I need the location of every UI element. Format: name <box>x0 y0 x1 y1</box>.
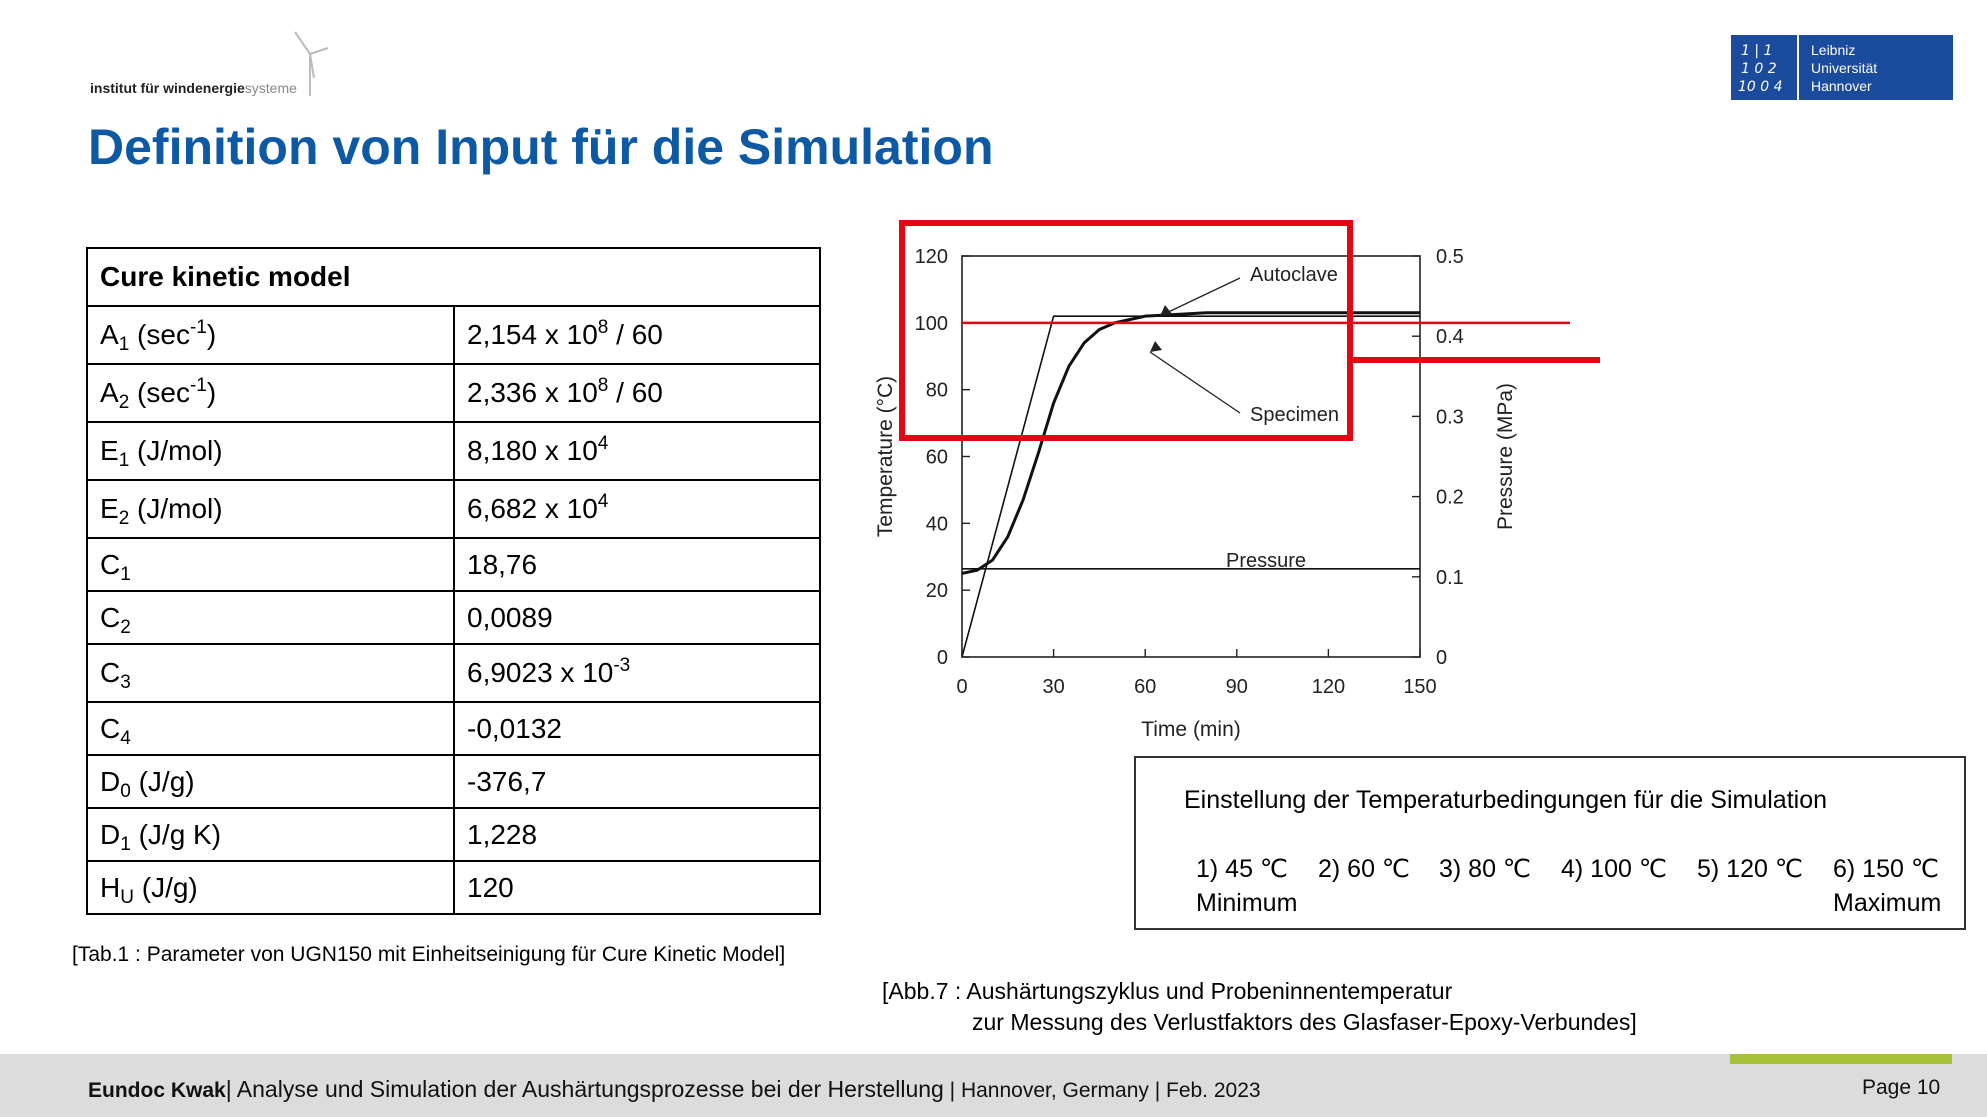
x-tick-label: 60 <box>1134 676 1156 698</box>
y2-tick-label: 0 <box>1436 647 1447 669</box>
arrow-head <box>1160 305 1172 316</box>
y-tick-label: 40 <box>926 513 948 535</box>
option-150: 6) 150 ℃ <box>1833 855 1939 883</box>
svg-text:1 0 2: 1 0 2 <box>1741 61 1777 77</box>
table-row: D1 (J/g K) 1,228 <box>86 807 821 862</box>
parameter-name: D0 (J/g) <box>86 754 455 809</box>
y-tick-label: 80 <box>926 380 948 402</box>
parameter-value: 1,228 <box>453 807 821 862</box>
option-45: 1) 45 ℃ <box>1196 855 1289 883</box>
footer-text: Eundoc Kwak| Analyse und Simulation der … <box>88 1076 1261 1102</box>
parameter-value: 2,336 x 108 / 60 <box>453 363 821 423</box>
parameter-name: C3 <box>86 643 455 703</box>
y-tick-label: 100 <box>915 313 948 335</box>
table-row: C3 6,9023 x 10-3 <box>86 643 821 703</box>
option-60: 2) 60 ℃ <box>1318 855 1411 883</box>
x-tick-label: 150 <box>1403 676 1436 698</box>
parameter-value: 18,76 <box>453 537 821 592</box>
x-axis-label: Time (min) <box>1141 718 1241 741</box>
series-label: Autoclave <box>1250 264 1338 286</box>
curing-cycle-chart: 0 30 60 90 120 15002040608010012000.10.20.30.… <box>874 220 1600 741</box>
min-label: Minimum <box>1196 889 1298 917</box>
table-row: C1 18,76 <box>86 537 821 592</box>
leibniz-mark-icon: 1 | 1 1 0 2 10 0 4 <box>1738 43 1783 95</box>
wind-turbine-logo-icon <box>294 31 329 96</box>
table-header: Cure kinetic model <box>86 247 821 307</box>
parameter-value: 8,180 x 104 <box>453 421 821 481</box>
figure-caption: [Abb.7 : Aushärtungszyklus und Probeninn… <box>882 978 1637 1035</box>
table-row: E1 (J/mol) 8,180 x 104 <box>86 421 821 481</box>
table-row: C4 -0,0132 <box>86 701 821 756</box>
parameter-value: -376,7 <box>453 754 821 809</box>
y-tick-label: 0 <box>937 647 948 669</box>
y2-tick-label: 0.5 <box>1436 246 1464 268</box>
y2-axis-label: Pressure (MPa) <box>1494 383 1517 530</box>
svg-text:1 | 1: 1 | 1 <box>1741 43 1772 59</box>
svg-text:10 0 4: 10 0 4 <box>1738 79 1783 95</box>
parameter-name: E2 (J/mol) <box>86 479 455 539</box>
y-axis-label: Temperature (°C) <box>874 376 897 537</box>
parameter-name: HU (J/g) <box>86 860 455 915</box>
parameter-name: D1 (J/g K) <box>86 807 455 862</box>
parameter-value: 6,9023 x 10-3 <box>453 643 821 703</box>
page-title: Definition von Input für die Simulation <box>88 119 994 175</box>
x-tick-label: 90 <box>1226 676 1248 698</box>
temperature-settings-box: Einstellung der Temperaturbedingungen fü… <box>1134 756 1966 930</box>
option-100: 4) 100 ℃ <box>1561 855 1667 883</box>
option-80: 3) 80 ℃ <box>1439 855 1532 883</box>
footer-accent <box>1730 1054 1952 1064</box>
x-tick-label: 0 <box>956 676 967 698</box>
table-row: D0 (J/g) -376,7 <box>86 754 821 809</box>
series-specimen-line <box>961 311 1420 575</box>
parameter-value: 0,0089 <box>453 590 821 645</box>
table-row: A1 (sec-1) 2,154 x 108 / 60 <box>86 305 821 365</box>
parameter-name: A2 (sec-1) <box>86 363 455 423</box>
y-tick-label: 20 <box>926 580 948 602</box>
table-row: HU (J/g) 120 <box>86 860 821 915</box>
arrow-head <box>1150 341 1162 352</box>
y-tick-label: 120 <box>915 246 948 268</box>
parameter-name: A1 (sec-1) <box>86 305 455 365</box>
university-logo: 1 | 1 1 0 2 10 0 4 Leibniz Universität H… <box>1731 35 1953 100</box>
parameter-value: -0,0132 <box>453 701 821 756</box>
university-name: Leibniz Universität Hannover <box>1811 42 1878 94</box>
table-row: E2 (J/mol) 6,682 x 104 <box>86 479 821 539</box>
series-autoclave-line <box>961 315 1420 658</box>
table-row: A2 (sec-1) 2,336 x 108 / 60 <box>86 363 821 423</box>
highlight-arrow <box>1350 357 1600 363</box>
parameter-name: E1 (J/mol) <box>86 421 455 481</box>
x-tick-label: 30 <box>1042 676 1064 698</box>
y2-tick-label: 0.4 <box>1436 326 1464 348</box>
institute-name: institut für windenergiesysteme <box>90 80 297 96</box>
info-title: Einstellung der Temperaturbedingungen fü… <box>1184 786 1828 814</box>
parameter-value: 120 <box>453 860 821 915</box>
y-tick-label: 60 <box>926 447 948 469</box>
parameter-name: C1 <box>86 537 455 592</box>
x-tick-label: 120 <box>1312 676 1345 698</box>
footer-bar <box>0 1054 1987 1117</box>
max-label: Maximum <box>1833 889 1942 917</box>
y2-tick-label: 0.2 <box>1436 487 1464 509</box>
page-number: Page 10 <box>1862 1076 1941 1099</box>
cure-kinetic-table: Cure kinetic model A1 (sec-1) 2,154 x 108… <box>86 247 821 915</box>
parameter-name: C4 <box>86 701 455 756</box>
leader-line <box>1149 351 1241 414</box>
series-label: Specimen <box>1250 404 1339 426</box>
parameter-value: 2,154 x 108 / 60 <box>453 305 821 365</box>
leader-line <box>1159 277 1241 317</box>
y2-tick-label: 0.3 <box>1436 406 1464 428</box>
option-120: 5) 120 ℃ <box>1697 855 1803 883</box>
table-caption: [Tab.1 : Parameter von UGN150 mit Einhei… <box>72 943 786 966</box>
highlight-box <box>899 220 1353 441</box>
parameter-value: 6,682 x 104 <box>453 479 821 539</box>
parameter-name: C2 <box>86 590 455 645</box>
table-row: C2 0,0089 <box>86 590 821 645</box>
y2-tick-label: 0.1 <box>1436 567 1464 589</box>
series-label: Pressure <box>1226 550 1306 572</box>
